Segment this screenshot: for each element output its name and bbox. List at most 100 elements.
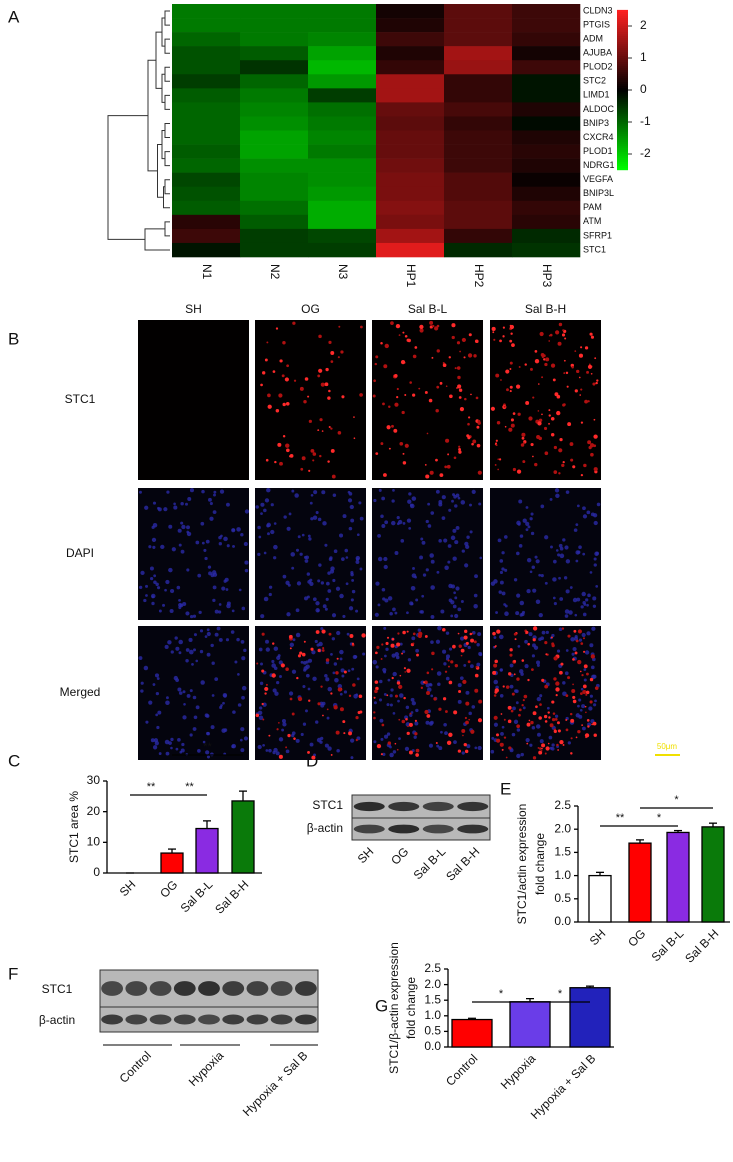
nucleus (158, 609, 162, 613)
stc1-signal (526, 742, 529, 745)
nucleus (333, 662, 338, 666)
stc1-signal (330, 427, 333, 430)
nucleus (471, 705, 476, 709)
stc1-signal (275, 327, 279, 330)
micrograph-bg (255, 488, 366, 620)
nucleus (178, 639, 183, 645)
nucleus (409, 713, 413, 717)
stc1-signal (590, 335, 595, 339)
nucleus (473, 593, 478, 598)
bar (701, 826, 725, 923)
stc1-signal (476, 667, 480, 670)
nucleus (589, 571, 593, 574)
nucleus (429, 683, 433, 687)
colorbar-step (617, 69, 628, 73)
nucleus (348, 606, 354, 611)
stc1-signal (551, 700, 555, 704)
heatmap-cell (240, 4, 309, 19)
stc1-signal (405, 717, 408, 721)
nucleus (419, 555, 424, 560)
nucleus (469, 530, 473, 534)
colorbar-step (617, 107, 628, 111)
stc1-signal (464, 716, 468, 720)
stc1-signal (281, 374, 285, 378)
stc1-signal (310, 647, 314, 651)
stc1-signal (262, 371, 266, 375)
stc1-signal (351, 642, 355, 645)
stc1-signal (468, 333, 472, 337)
stc1-signal (300, 467, 304, 471)
stc1-signal (458, 644, 462, 648)
stc1-signal (541, 413, 543, 416)
stc1-signal (547, 711, 550, 714)
panel-label: C (8, 751, 20, 770)
nucleus (295, 608, 300, 613)
micrograph (372, 320, 483, 480)
heatmap-cell (172, 144, 241, 159)
stc1-signal (406, 668, 411, 673)
stc1-signal (555, 694, 558, 697)
nucleus (211, 570, 217, 575)
row-label: ALDOC (583, 104, 615, 114)
nucleus (145, 720, 149, 724)
nucleus (380, 514, 384, 519)
colorbar-step (617, 95, 628, 99)
stc1-signal (322, 647, 325, 650)
stc1-signal (330, 360, 334, 363)
nucleus (574, 613, 578, 617)
nucleus (332, 578, 336, 583)
nucleus (203, 548, 207, 552)
column-label: SH (185, 302, 202, 316)
blot-band (149, 1014, 172, 1025)
stc1-signal (476, 425, 480, 429)
nucleus (302, 722, 307, 726)
stc1-signal (322, 714, 324, 717)
heatmap-cell (172, 60, 241, 75)
stc1-signal (447, 659, 450, 662)
nucleus (564, 609, 570, 614)
stc1-signal (510, 418, 514, 422)
stc1-signal (361, 633, 366, 638)
stc1-signal (315, 630, 320, 634)
stc1-signal (462, 679, 467, 684)
stc1-signal (580, 473, 584, 477)
nucleus (349, 504, 354, 510)
nucleus (562, 691, 567, 697)
stc1-signal (557, 341, 562, 346)
colorbar-tick-label: -1 (640, 114, 651, 128)
stc1-signal (402, 331, 405, 334)
nucleus (305, 673, 310, 678)
nucleus (459, 676, 464, 681)
nucleus (240, 727, 245, 732)
nucleus (581, 704, 586, 709)
stc1-signal (545, 653, 548, 656)
nucleus (519, 534, 524, 538)
stc1-signal (528, 416, 533, 421)
stc1-signal (394, 742, 397, 745)
blot-band (353, 801, 385, 812)
colorbar-step (617, 133, 628, 137)
nucleus (580, 687, 584, 691)
heatmap-cell (512, 74, 581, 89)
stc1-signal (567, 634, 571, 638)
nucleus (463, 663, 467, 667)
nucleus (581, 591, 586, 597)
nucleus (392, 750, 397, 754)
stc1-signal (445, 385, 448, 388)
nucleus (580, 605, 584, 609)
stc1-signal (454, 367, 457, 370)
stc1-signal (352, 683, 356, 687)
nucleus (189, 733, 193, 737)
colorbar-step (617, 31, 628, 35)
nucleus (278, 660, 283, 665)
nucleus (275, 751, 280, 756)
stc1-signal (292, 321, 296, 325)
nucleus (176, 585, 181, 590)
stc1-signal (463, 742, 467, 747)
stc1-signal (512, 412, 516, 415)
stc1-signal (572, 465, 576, 469)
nucleus (427, 524, 432, 528)
nucleus (148, 545, 152, 549)
nucleus (299, 552, 303, 556)
colorbar-step (617, 63, 628, 67)
